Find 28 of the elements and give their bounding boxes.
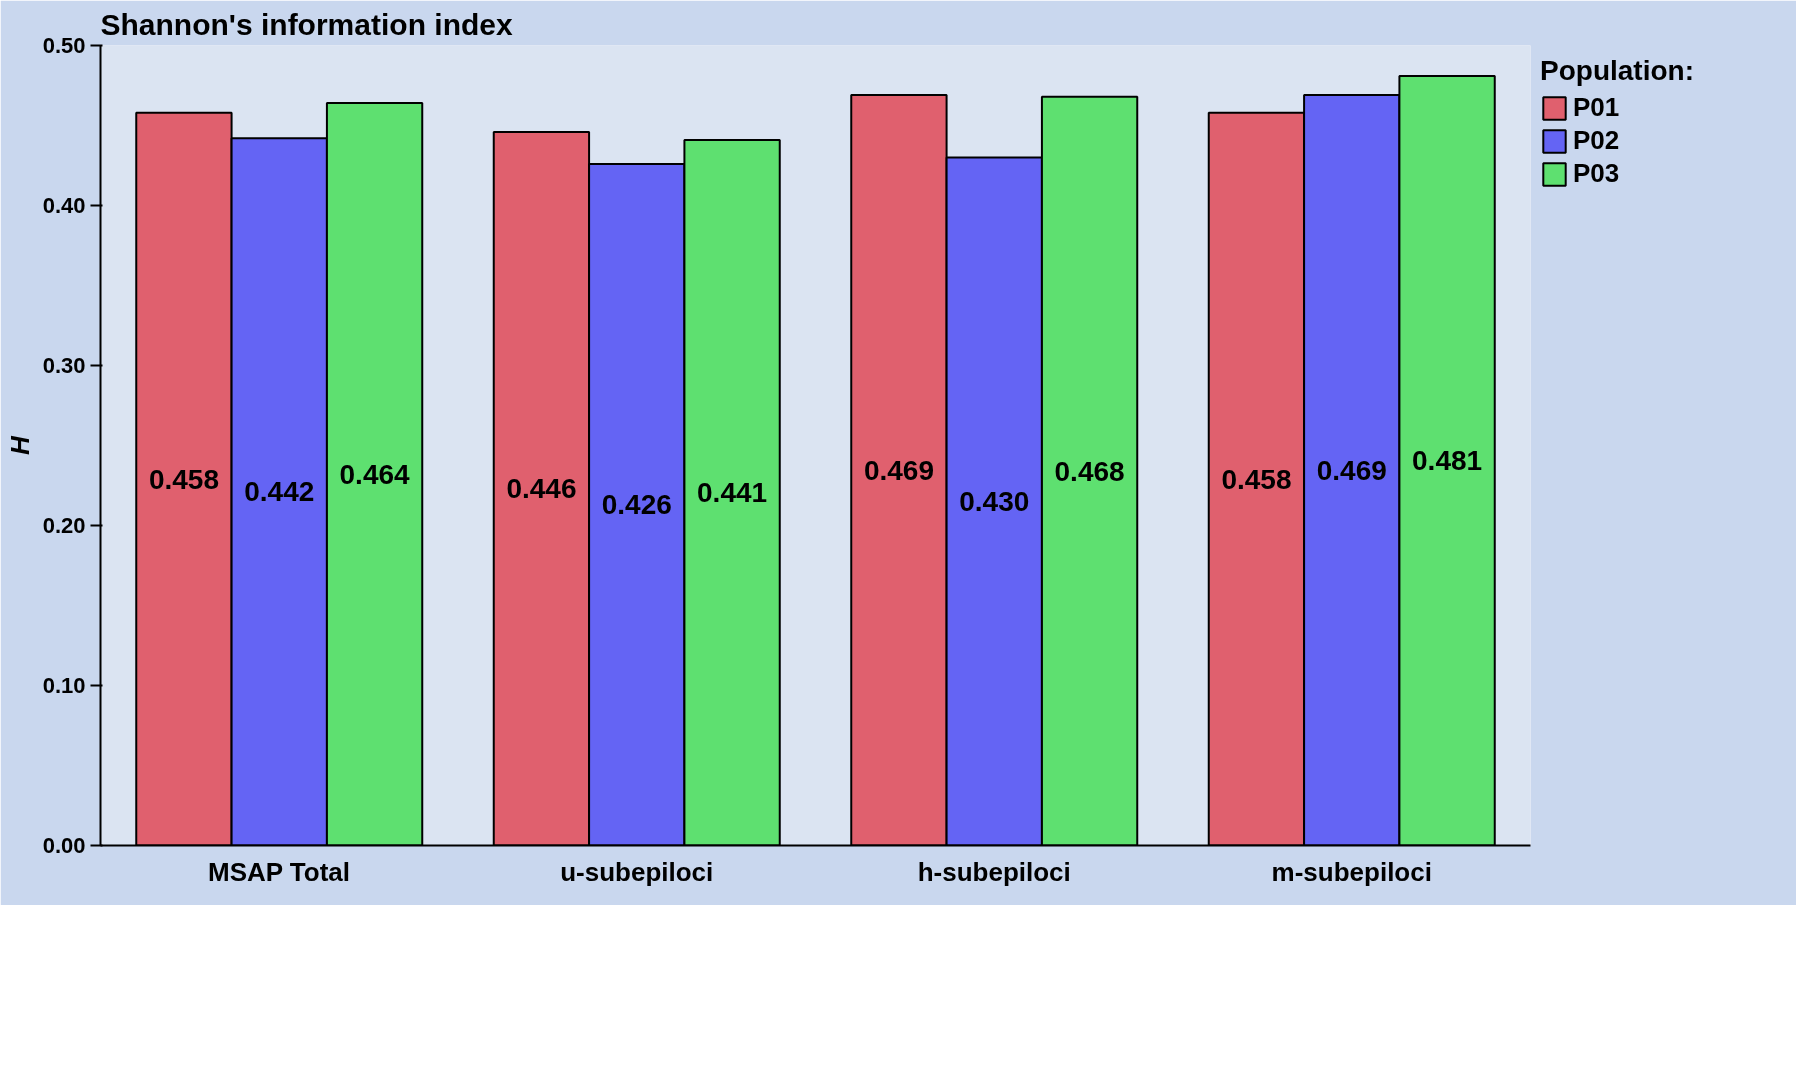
y-tick-label: 0.20 <box>42 513 86 538</box>
legend-title: Population: <box>1540 55 1694 87</box>
y-tick-label: 0.00 <box>42 833 86 858</box>
y-tick-label: 0.50 <box>42 33 86 58</box>
data-label: 0.458 <box>1221 463 1292 495</box>
chart-title: Shannon's information index <box>100 7 513 41</box>
x-tick-label: h-subepiloci <box>917 856 1071 887</box>
data-label: 0.426 <box>601 489 672 521</box>
x-tick-label: m-subepiloci <box>1271 856 1432 887</box>
legend-label: P01 <box>1573 92 1620 123</box>
y-axis-title: H <box>4 434 35 455</box>
data-label: 0.469 <box>863 454 934 486</box>
data-label: 0.441 <box>697 477 768 509</box>
y-tick-label: 0.40 <box>42 193 86 218</box>
x-tick-label: MSAP Total <box>207 856 351 887</box>
data-label: 0.468 <box>1054 455 1125 487</box>
data-label: 0.469 <box>1316 454 1387 486</box>
data-label: 0.430 <box>959 486 1030 517</box>
data-label: 0.458 <box>148 463 219 495</box>
legend-label: P03 <box>1573 158 1620 189</box>
y-tick-label: 0.30 <box>42 353 86 378</box>
data-label: 0.481 <box>1412 445 1483 477</box>
legend-label: P02 <box>1573 125 1620 156</box>
x-tick-label: u-subepiloci <box>560 856 714 887</box>
y-tick-label: 0.10 <box>42 673 86 698</box>
data-label: 0.464 <box>339 458 411 490</box>
data-label: 0.446 <box>506 473 577 505</box>
data-label: 0.442 <box>244 476 315 508</box>
